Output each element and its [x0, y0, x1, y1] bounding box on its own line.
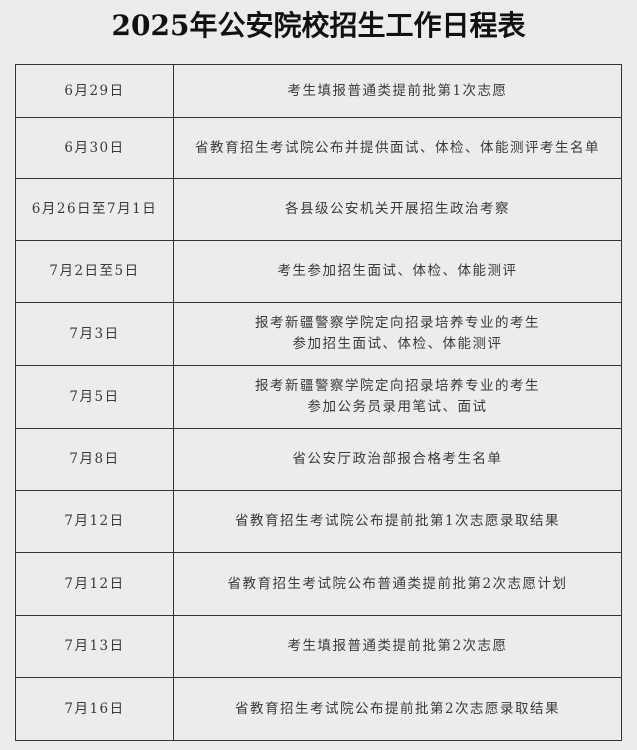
- schedule-table: 6月29日 考生填报普通类提前批第1次志愿 6月30日 省教育招生考试院公布并提供面试…: [15, 64, 622, 741]
- event-line: 考生填报普通类提前批第1次志愿: [287, 82, 508, 99]
- event-cell: 省教育招生考试院公布提前批第2次志愿录取结果: [173, 677, 622, 741]
- table-row: 6月26日至7月1日 各县级公安机关开展招生政治考察: [15, 178, 622, 241]
- event-line: 考生参加招生面试、体检、体能测评: [277, 263, 518, 279]
- event-line: 考生填报普通类提前批第2次志愿: [287, 638, 508, 654]
- event-cell: 省教育招生考试院公布普通类提前批第2次志愿计划: [173, 552, 622, 616]
- event-line: 省教育招生考试院公布普通类提前批第2次志愿计划: [227, 575, 568, 592]
- date-cell: 7月12日: [15, 552, 174, 616]
- date-cell: 6月26日至7月1日: [15, 178, 174, 241]
- date-cell: 7月3日: [15, 302, 174, 366]
- table-row: 7月8日 省公安厅政治部报合格考生名单: [15, 428, 622, 491]
- event-cell: 省公安厅政治部报合格考生名单: [173, 428, 622, 491]
- event-cell: 报考新疆警察学院定向招录培养专业的考生 参加招生面试、体检、体能测评: [173, 302, 622, 366]
- event-line: 参加招生面试、体检、体能测评: [292, 336, 503, 352]
- table-row: 7月16日 省教育招生考试院公布提前批第2次志愿录取结果: [15, 677, 622, 741]
- event-cell: 省教育招生考试院公布并提供面试、体检、体能测评考生名单: [173, 117, 622, 179]
- event-line: 省教育招生考试院公布提前批第1次志愿录取结果: [234, 513, 561, 529]
- event-cell: 各县级公安机关开展招生政治考察: [173, 178, 622, 241]
- table-row: 7月3日 报考新疆警察学院定向招录培养专业的考生 参加招生面试、体检、体能测评: [15, 302, 622, 366]
- event-cell: 考生参加招生面试、体检、体能测评: [173, 240, 622, 303]
- table-row: 6月29日 考生填报普通类提前批第1次志愿: [15, 64, 622, 118]
- event-line: 省公安厅政治部报合格考生名单: [292, 451, 503, 467]
- event-line: 省教育招生考试院公布并提供面试、体检、体能测评考生名单: [195, 139, 600, 156]
- date-cell: 7月2日至5日: [15, 240, 174, 303]
- event-line: 省教育招生考试院公布提前批第2次志愿录取结果: [234, 700, 561, 717]
- page-title: 2025年公安院校招生工作日程表: [111, 9, 526, 42]
- date-cell: 7月16日: [15, 677, 174, 741]
- table-row: 7月12日 省教育招生考试院公布提前批第1次志愿录取结果: [15, 490, 622, 553]
- event-line: 参加公务员录用笔试、面试: [307, 399, 488, 415]
- event-cell: 考生填报普通类提前批第2次志愿: [173, 615, 622, 678]
- table-row: 7月13日 考生填报普通类提前批第2次志愿: [15, 615, 622, 678]
- event-cell: 报考新疆警察学院定向招录培养专业的考生 参加公务员录用笔试、面试: [173, 365, 622, 429]
- table-row: 7月2日至5日 考生参加招生面试、体检、体能测评: [15, 240, 622, 303]
- event-line: 各县级公安机关开展招生政治考察: [285, 201, 510, 217]
- table-row: 7月5日 报考新疆警察学院定向招录培养专业的考生 参加公务员录用笔试、面试: [15, 365, 622, 429]
- event-line: 报考新疆警察学院定向招录培养专业的考生: [255, 315, 540, 331]
- event-cell: 省教育招生考试院公布提前批第1次志愿录取结果: [173, 490, 622, 553]
- date-cell: 7月8日: [15, 428, 174, 491]
- date-cell: 7月12日: [15, 490, 174, 553]
- date-cell: 7月5日: [15, 365, 174, 429]
- event-line: 报考新疆警察学院定向招录培养专业的考生: [255, 378, 540, 394]
- table-row: 6月30日 省教育招生考试院公布并提供面试、体检、体能测评考生名单: [15, 117, 622, 179]
- event-cell: 考生填报普通类提前批第1次志愿: [173, 64, 622, 118]
- table-row: 7月12日 省教育招生考试院公布普通类提前批第2次志愿计划: [15, 552, 622, 616]
- date-cell: 6月30日: [15, 117, 174, 179]
- date-cell: 7月13日: [15, 615, 174, 678]
- date-cell: 6月29日: [15, 64, 174, 118]
